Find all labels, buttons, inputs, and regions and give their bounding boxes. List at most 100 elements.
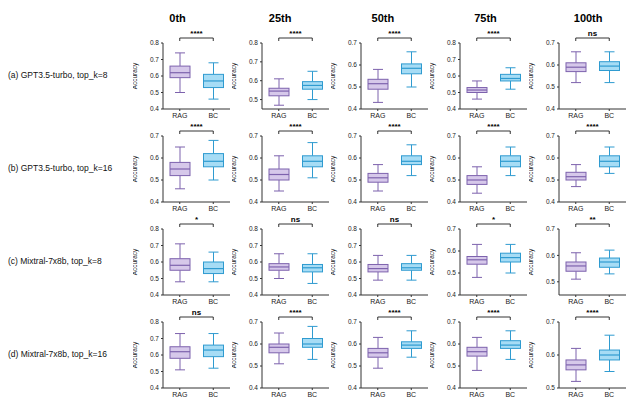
svg-text:0.8: 0.8 bbox=[150, 318, 159, 325]
svg-text:BC: BC bbox=[604, 298, 614, 305]
svg-text:0.7: 0.7 bbox=[348, 39, 357, 46]
svg-text:0.5: 0.5 bbox=[546, 83, 555, 90]
svg-text:****: **** bbox=[586, 308, 599, 317]
svg-text:RAG: RAG bbox=[370, 112, 385, 119]
svg-text:0.5: 0.5 bbox=[447, 362, 456, 369]
svg-text:Accuracy: Accuracy bbox=[331, 62, 337, 89]
svg-text:0.7: 0.7 bbox=[249, 242, 258, 249]
svg-text:0.6: 0.6 bbox=[546, 351, 555, 358]
svg-text:Accuracy: Accuracy bbox=[430, 155, 436, 182]
svg-text:****: **** bbox=[289, 308, 302, 317]
svg-text:Accuracy: Accuracy bbox=[430, 248, 436, 275]
svg-text:0.5: 0.5 bbox=[249, 96, 258, 103]
svg-text:0.7: 0.7 bbox=[150, 242, 159, 249]
svg-text:0.6: 0.6 bbox=[150, 351, 159, 358]
svg-text:0.6: 0.6 bbox=[249, 154, 258, 161]
svg-text:0.4: 0.4 bbox=[150, 105, 159, 112]
svg-text:0.4: 0.4 bbox=[249, 198, 258, 205]
svg-text:RAG: RAG bbox=[172, 391, 187, 398]
svg-text:0.4: 0.4 bbox=[447, 105, 456, 112]
svg-text:0.7: 0.7 bbox=[348, 242, 357, 249]
svg-text:0.6: 0.6 bbox=[348, 154, 357, 161]
svg-text:0.5: 0.5 bbox=[447, 89, 456, 96]
svg-text:RAG: RAG bbox=[271, 391, 286, 398]
svg-text:RAG: RAG bbox=[469, 391, 484, 398]
svg-text:0.7: 0.7 bbox=[546, 39, 555, 46]
svg-text:Accuracy: Accuracy bbox=[331, 341, 337, 368]
svg-text:****: **** bbox=[388, 308, 401, 317]
svg-text:RAG: RAG bbox=[370, 205, 385, 212]
svg-text:BC: BC bbox=[307, 391, 317, 398]
svg-text:Accuracy: Accuracy bbox=[529, 62, 535, 89]
svg-text:ns: ns bbox=[390, 215, 400, 224]
svg-text:0.5: 0.5 bbox=[249, 275, 258, 282]
svg-text:0.5: 0.5 bbox=[546, 176, 555, 183]
svg-text:0.7: 0.7 bbox=[546, 225, 555, 232]
svg-text:0.7: 0.7 bbox=[447, 318, 456, 325]
svg-text:0.4: 0.4 bbox=[150, 291, 159, 298]
svg-text:****: **** bbox=[190, 122, 203, 131]
svg-text:0.7: 0.7 bbox=[249, 318, 258, 325]
svg-text:****: **** bbox=[388, 122, 401, 131]
svg-text:0.5: 0.5 bbox=[546, 384, 555, 391]
svg-text:0.8: 0.8 bbox=[150, 39, 159, 46]
svg-text:****: **** bbox=[289, 29, 302, 38]
svg-text:0.7: 0.7 bbox=[249, 58, 258, 65]
svg-text:Accuracy: Accuracy bbox=[529, 155, 535, 182]
svg-text:0.7: 0.7 bbox=[447, 132, 456, 139]
svg-text:0.7: 0.7 bbox=[150, 56, 159, 63]
svg-text:0.6: 0.6 bbox=[348, 258, 357, 265]
svg-text:BC: BC bbox=[208, 205, 218, 212]
svg-text:ns: ns bbox=[192, 308, 202, 317]
svg-text:Accuracy: Accuracy bbox=[529, 341, 535, 368]
svg-text:Accuracy: Accuracy bbox=[133, 155, 139, 182]
svg-text:0.4: 0.4 bbox=[348, 105, 357, 112]
svg-text:BC: BC bbox=[406, 391, 416, 398]
svg-text:BC: BC bbox=[208, 391, 218, 398]
svg-text:0.6: 0.6 bbox=[447, 247, 456, 254]
svg-text:0.6: 0.6 bbox=[447, 340, 456, 347]
svg-text:0.4: 0.4 bbox=[546, 105, 555, 112]
svg-text:RAG: RAG bbox=[568, 112, 583, 119]
svg-text:****: **** bbox=[190, 29, 203, 38]
svg-text:Accuracy: Accuracy bbox=[232, 248, 238, 275]
svg-text:RAG: RAG bbox=[568, 391, 583, 398]
svg-text:0.8: 0.8 bbox=[447, 39, 456, 46]
svg-text:Accuracy: Accuracy bbox=[232, 62, 238, 89]
svg-text:0.5: 0.5 bbox=[348, 362, 357, 369]
svg-text:Accuracy: Accuracy bbox=[133, 62, 139, 89]
svg-text:0.5: 0.5 bbox=[249, 362, 258, 369]
svg-text:Accuracy: Accuracy bbox=[232, 155, 238, 182]
svg-text:0.5: 0.5 bbox=[150, 275, 159, 282]
svg-text:**: ** bbox=[589, 215, 596, 224]
svg-text:0.5: 0.5 bbox=[249, 176, 258, 183]
svg-text:BC: BC bbox=[604, 112, 614, 119]
svg-text:****: **** bbox=[388, 29, 401, 38]
svg-text:****: **** bbox=[487, 122, 500, 131]
svg-text:0.4: 0.4 bbox=[249, 291, 258, 298]
svg-text:RAG: RAG bbox=[370, 298, 385, 305]
svg-text:0.4: 0.4 bbox=[546, 198, 555, 205]
svg-text:0.8: 0.8 bbox=[348, 225, 357, 232]
svg-text:RAG: RAG bbox=[271, 298, 286, 305]
svg-text:0.6: 0.6 bbox=[150, 258, 159, 265]
svg-text:0.4: 0.4 bbox=[447, 198, 456, 205]
svg-text:*: * bbox=[492, 215, 496, 224]
svg-text:BC: BC bbox=[406, 298, 416, 305]
svg-text:ns: ns bbox=[291, 215, 301, 224]
svg-text:Accuracy: Accuracy bbox=[133, 341, 139, 368]
svg-text:BC: BC bbox=[307, 298, 317, 305]
svg-text:0.7: 0.7 bbox=[546, 318, 555, 325]
svg-text:0.7: 0.7 bbox=[150, 335, 159, 342]
svg-text:RAG: RAG bbox=[172, 298, 187, 305]
svg-text:BC: BC bbox=[505, 298, 515, 305]
svg-text:0.6: 0.6 bbox=[447, 154, 456, 161]
svg-text:0.7: 0.7 bbox=[348, 132, 357, 139]
svg-text:BC: BC bbox=[604, 391, 614, 398]
svg-text:0.4: 0.4 bbox=[150, 198, 159, 205]
svg-text:0.5: 0.5 bbox=[150, 368, 159, 375]
svg-text:****: **** bbox=[487, 308, 500, 317]
svg-text:BC: BC bbox=[406, 112, 416, 119]
svg-text:0.7: 0.7 bbox=[150, 132, 159, 139]
svg-text:BC: BC bbox=[208, 112, 218, 119]
